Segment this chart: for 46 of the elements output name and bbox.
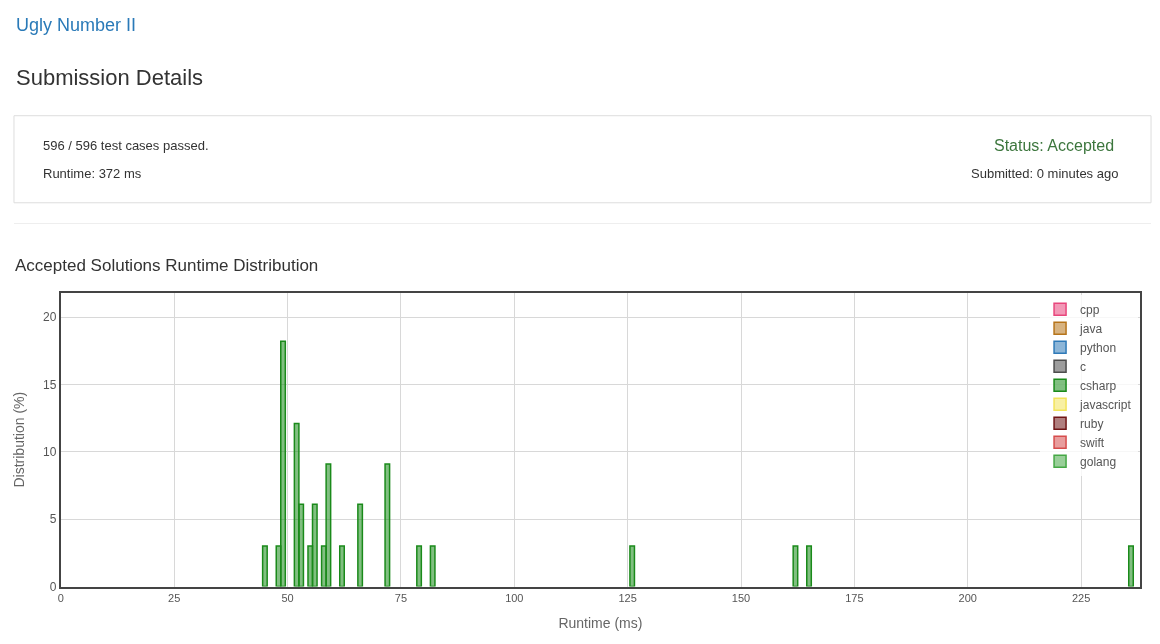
x-axis-title: Runtime (ms) bbox=[558, 614, 643, 631]
bar bbox=[357, 503, 364, 587]
x-tick-label: 100 bbox=[505, 591, 524, 604]
legend-label: csharp bbox=[1080, 378, 1117, 393]
y-tick-label: 15 bbox=[43, 377, 57, 392]
legend-label: javascript bbox=[1079, 397, 1132, 412]
bar bbox=[429, 545, 436, 587]
bar bbox=[792, 545, 799, 587]
legend-label: ruby bbox=[1080, 416, 1104, 431]
text: Submitted: 0 minutes ago bbox=[971, 166, 1119, 181]
bar bbox=[416, 545, 423, 587]
bar bbox=[261, 545, 268, 587]
text: 596 / 596 test cases passed. bbox=[43, 138, 209, 153]
text: Status: Accepted bbox=[994, 137, 1115, 154]
legend-label: java bbox=[1079, 321, 1103, 336]
bar bbox=[325, 463, 332, 587]
bar bbox=[338, 545, 345, 587]
legend-label: golang bbox=[1080, 454, 1117, 469]
text: Ugly Number II bbox=[16, 15, 137, 35]
bar bbox=[629, 545, 636, 587]
bar bbox=[311, 503, 318, 587]
x-tick-label: 150 bbox=[731, 591, 751, 604]
bar bbox=[384, 463, 391, 587]
x-tick-label: 175 bbox=[845, 591, 864, 604]
bar bbox=[298, 503, 305, 587]
x-tick-label: 50 bbox=[281, 591, 294, 604]
x-tick-label: 125 bbox=[618, 591, 637, 604]
text: Runtime: 372 ms bbox=[43, 166, 142, 181]
legend-label: python bbox=[1080, 340, 1117, 355]
x-tick-label: 75 bbox=[394, 591, 408, 604]
bar bbox=[1127, 545, 1134, 587]
legend-label: swift bbox=[1080, 435, 1105, 450]
y-tick-label: 10 bbox=[43, 444, 57, 459]
x-tick-label: 200 bbox=[958, 591, 977, 604]
legend-label: c bbox=[1080, 359, 1087, 374]
legend-label: cpp bbox=[1080, 302, 1100, 317]
y-axis-title: Distribution (%) bbox=[11, 391, 28, 488]
y-tick-label: 20 bbox=[43, 310, 57, 325]
bar bbox=[280, 340, 287, 587]
x-tick-label: 25 bbox=[168, 591, 181, 604]
y-tick-label: 0 bbox=[49, 579, 57, 594]
chart-title: Accepted Solutions Runtime Distribution bbox=[15, 256, 319, 275]
x-tick-label: 225 bbox=[1071, 591, 1091, 604]
y-tick-label: 5 bbox=[49, 512, 57, 527]
bar bbox=[806, 545, 813, 587]
text: Submission Details bbox=[16, 65, 204, 90]
